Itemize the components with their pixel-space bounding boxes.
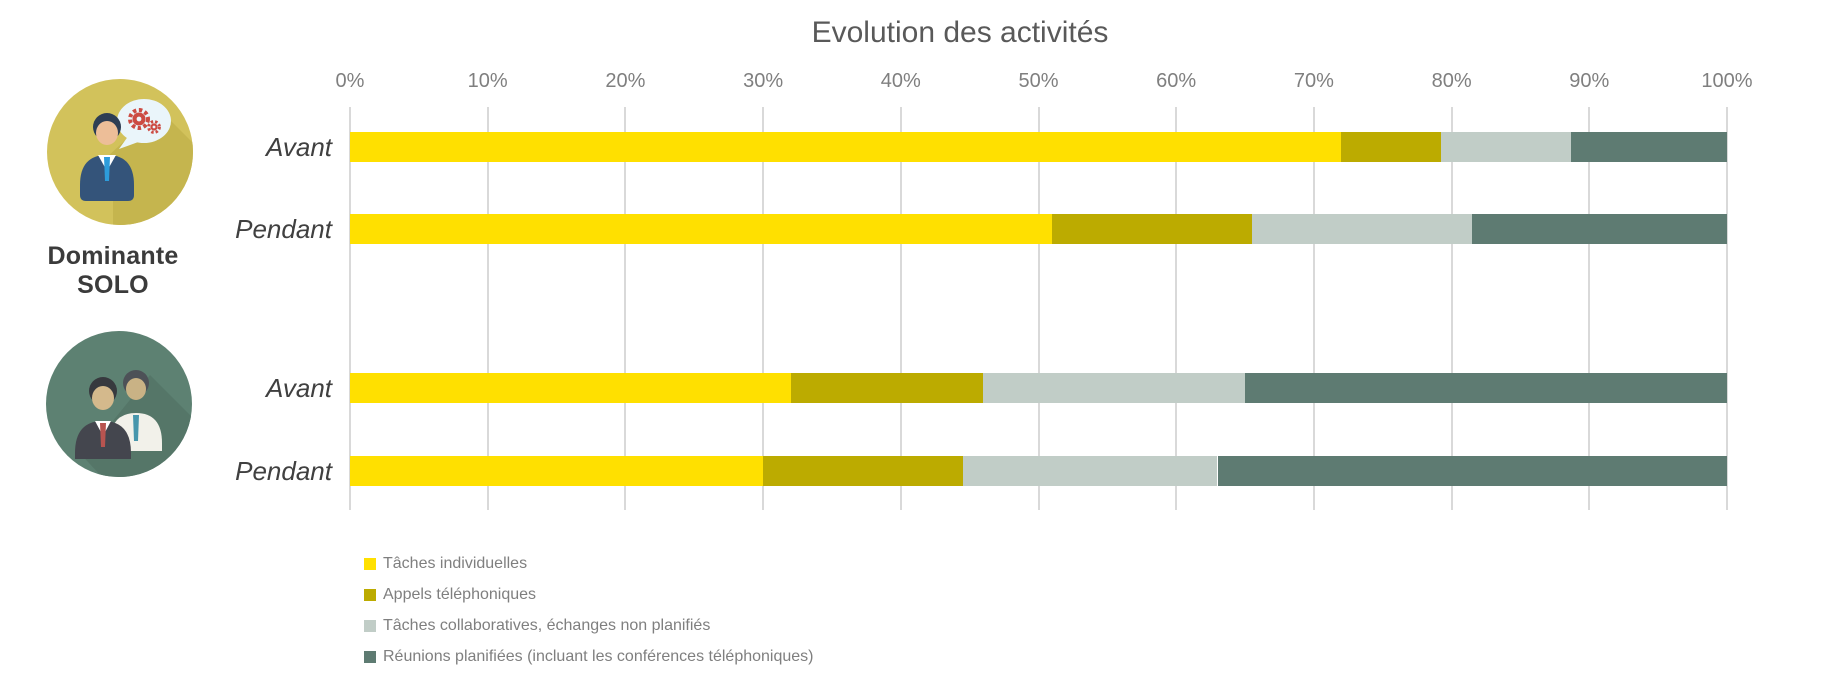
legend-label: Appels téléphoniques (383, 585, 537, 603)
businessman-front-figure (75, 377, 131, 459)
legend-label: Tâches collaboratives, échanges non plan… (383, 616, 711, 634)
axis-tick-label: 60% (1156, 70, 1197, 92)
gridline (349, 107, 351, 510)
legend-item: Réunions planifiées (incluant les confér… (364, 641, 814, 672)
chart-title: Evolution des activités (811, 16, 1109, 49)
bar-segment-1 (350, 214, 1053, 244)
gridline (1588, 107, 1591, 510)
axis-tick-label: 20% (605, 70, 646, 92)
bar-segment-1 (350, 456, 764, 486)
legend-swatch (364, 619, 376, 632)
person-speech-bubble-gears-icon (47, 79, 193, 225)
gridline (624, 107, 627, 510)
bar-segment-4 (1472, 214, 1727, 244)
gears-icon (128, 108, 161, 134)
axis-tick-label: 40% (880, 70, 921, 92)
legend-label: Tâches individuelles (383, 554, 528, 572)
bar-segment-2 (790, 373, 984, 403)
gridline (899, 107, 902, 510)
legend-item: Tâches collaboratives, échanges non plan… (364, 610, 814, 641)
axis-tick-label: 80% (1431, 70, 1472, 92)
gridline (762, 107, 765, 510)
axis-tick-label: 90% (1569, 70, 1610, 92)
gridline (1175, 107, 1178, 510)
bar-segment-3 (1440, 132, 1572, 162)
bar-segment-4 (1217, 456, 1727, 486)
legend-swatch (364, 650, 376, 663)
group-solo-label: Dominante SOLO (47, 242, 179, 299)
axis-tick-label: 70% (1293, 70, 1334, 92)
row-label-avant: Avant (265, 373, 332, 403)
bar-segment-3 (962, 456, 1218, 486)
bar-segment-1 (350, 132, 1342, 162)
legend: Tâches individuelles Appels téléphoniques… (364, 548, 814, 672)
axis-tick-label: 0% (335, 70, 365, 92)
axis-tick-label: 10% (467, 70, 508, 92)
legend-item: Appels téléphoniques (364, 579, 814, 610)
axis-tick-label: 50% (1018, 70, 1059, 92)
legend-item: Tâches individuelles (364, 548, 814, 579)
businessman-figure (80, 113, 134, 201)
bar-segment-1 (350, 373, 791, 403)
gridline (1726, 107, 1728, 510)
axis-tick-label: 100% (1701, 70, 1753, 92)
legend-swatch (364, 588, 376, 601)
bar-segment-4 (1571, 132, 1727, 162)
gridline (1450, 107, 1453, 510)
bar-segment-3 (983, 373, 1246, 403)
bar-segment-2 (1341, 132, 1441, 162)
gridline (1312, 107, 1315, 510)
two-businessmen-icon (46, 331, 192, 477)
legend-swatch (364, 557, 376, 570)
axis-tick-label: 30% (743, 70, 784, 92)
row-label-avant: Avant (265, 132, 332, 162)
bar-segment-3 (1251, 214, 1473, 244)
row-label-pendant: Pendant (235, 456, 332, 486)
row-label-pendant: Pendant (235, 214, 332, 244)
bar-segment-2 (763, 456, 963, 486)
bar-segment-2 (1052, 214, 1252, 244)
gridline (486, 107, 489, 510)
bar-segment-4 (1245, 373, 1727, 403)
gridline (1037, 107, 1040, 510)
legend-label: Réunions planifiées (incluant les confér… (383, 647, 814, 665)
